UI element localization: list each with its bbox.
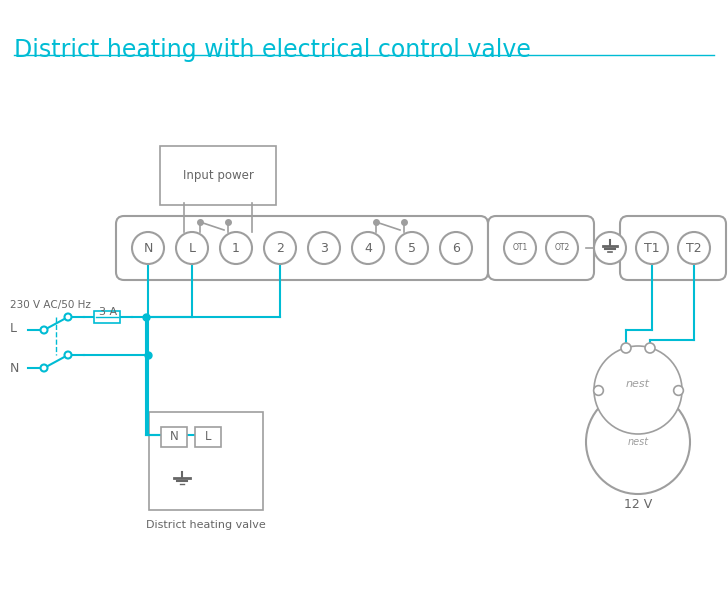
Text: 3 A: 3 A: [99, 307, 117, 317]
Text: L: L: [189, 242, 196, 254]
FancyBboxPatch shape: [620, 216, 726, 280]
Text: nest: nest: [628, 437, 649, 447]
FancyBboxPatch shape: [149, 412, 263, 510]
Text: N: N: [170, 431, 178, 444]
Circle shape: [504, 232, 536, 264]
Text: 230 V AC/50 Hz: 230 V AC/50 Hz: [10, 300, 91, 310]
Circle shape: [594, 346, 682, 434]
Text: 12 V: 12 V: [624, 498, 652, 511]
Circle shape: [65, 352, 71, 359]
Text: Input power: Input power: [183, 169, 253, 182]
Text: L: L: [205, 431, 211, 444]
Circle shape: [645, 343, 655, 353]
Text: nest: nest: [626, 379, 650, 389]
Circle shape: [41, 365, 47, 371]
Text: 4: 4: [364, 242, 372, 254]
Circle shape: [220, 232, 252, 264]
Text: L: L: [10, 321, 17, 334]
Text: T1: T1: [644, 242, 660, 254]
Text: District heating valve: District heating valve: [146, 520, 266, 530]
Circle shape: [594, 232, 626, 264]
Text: N: N: [10, 362, 20, 374]
Text: T2: T2: [687, 242, 702, 254]
Circle shape: [65, 314, 71, 321]
Text: 5: 5: [408, 242, 416, 254]
Circle shape: [440, 232, 472, 264]
Text: N: N: [143, 242, 153, 254]
FancyBboxPatch shape: [160, 146, 276, 205]
Circle shape: [621, 343, 631, 353]
FancyBboxPatch shape: [116, 216, 488, 280]
Circle shape: [546, 232, 578, 264]
Circle shape: [41, 327, 47, 333]
Text: 3: 3: [320, 242, 328, 254]
Circle shape: [132, 232, 164, 264]
Circle shape: [586, 390, 690, 494]
FancyBboxPatch shape: [161, 427, 187, 447]
Circle shape: [308, 232, 340, 264]
Text: 1: 1: [232, 242, 240, 254]
Text: 2: 2: [276, 242, 284, 254]
Circle shape: [678, 232, 710, 264]
Text: District heating with electrical control valve: District heating with electrical control…: [14, 38, 531, 62]
Circle shape: [352, 232, 384, 264]
FancyBboxPatch shape: [488, 216, 594, 280]
Text: OT2: OT2: [555, 244, 569, 252]
Circle shape: [176, 232, 208, 264]
Circle shape: [636, 232, 668, 264]
Text: 6: 6: [452, 242, 460, 254]
Text: OT1: OT1: [513, 244, 528, 252]
Circle shape: [396, 232, 428, 264]
FancyBboxPatch shape: [94, 311, 120, 323]
FancyBboxPatch shape: [195, 427, 221, 447]
Circle shape: [264, 232, 296, 264]
